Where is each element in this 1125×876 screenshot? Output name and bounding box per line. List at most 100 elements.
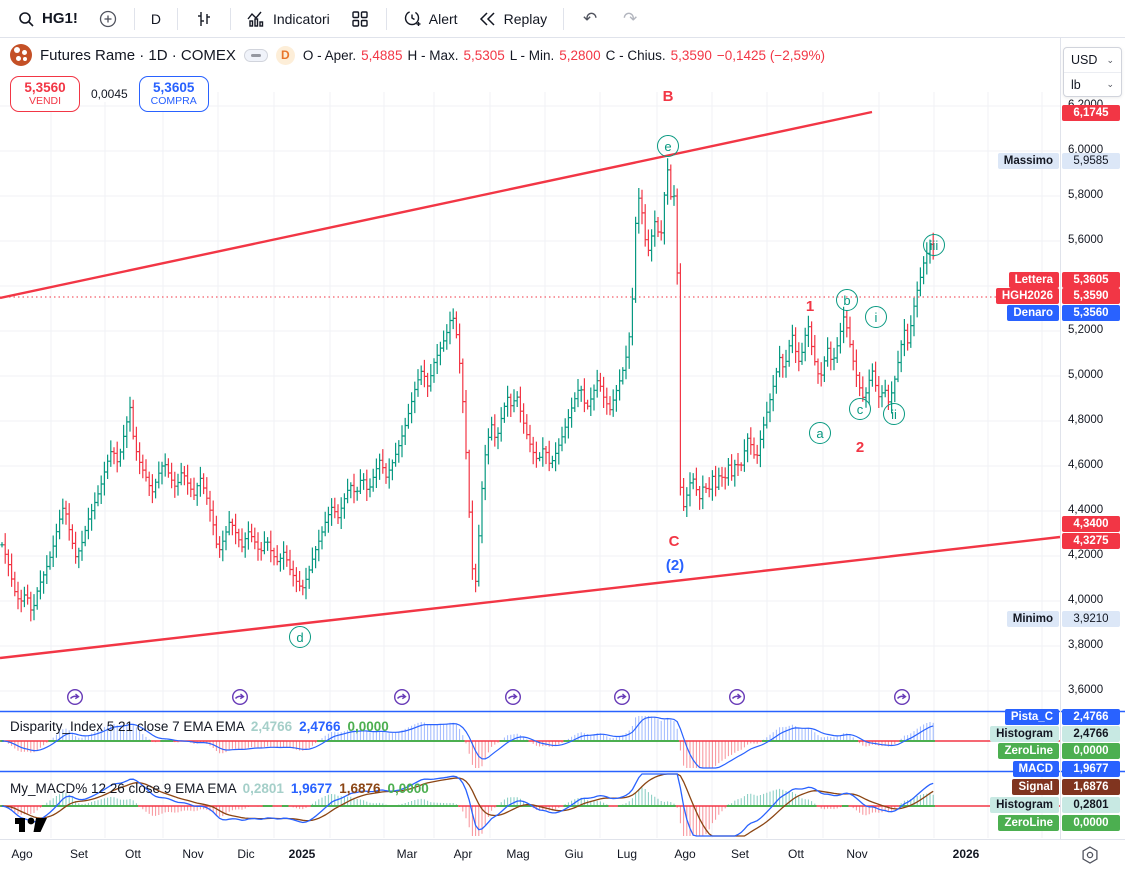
chart-style-button[interactable] (186, 5, 222, 33)
indicator-value: 1,6876 (339, 781, 381, 796)
chevron-down-icon: ⌄ (1106, 54, 1114, 65)
search-icon (16, 9, 36, 29)
price-line-label: ZeroLine (998, 815, 1059, 831)
copper-symbol-logo (10, 44, 32, 66)
replay-button[interactable]: Replay (470, 5, 556, 33)
wave-label-(2): (2) (665, 557, 685, 574)
indicators-icon (247, 9, 267, 29)
price-tick: 4,6000 (1068, 459, 1104, 471)
tradingview-logo[interactable] (14, 810, 50, 841)
toolbar-separator (133, 7, 135, 30)
time-label-2025: 2025 (288, 847, 316, 861)
price-tick: 5,2000 (1068, 324, 1104, 336)
time-label-Nov: Nov (182, 847, 204, 861)
layout-button[interactable] (342, 5, 378, 33)
price-badge: 3,9210 (1062, 611, 1120, 627)
contract-rollover-icon[interactable] (893, 688, 911, 706)
change-value: −0,1425 (−2,59%) (716, 47, 825, 63)
price-tick: 4,8000 (1068, 414, 1104, 426)
top-toolbar: HG1! D Indicatori (0, 0, 1125, 38)
trade-buttons: 5,3560 VENDI 0,0045 5,3605 COMPRA (10, 76, 209, 112)
price-tick: 3,6000 (1068, 684, 1104, 696)
indicator1-title-row[interactable]: Disparity_Index 5 21 close 7 EMA EMA 2,4… (10, 719, 396, 734)
price-line-label: Minimo (1006, 611, 1059, 627)
currency-dropdown[interactable]: USD ⌄ (1064, 48, 1121, 72)
price-badge: 5,3560 (1062, 305, 1120, 321)
price-badge: 5,3605 (1062, 272, 1120, 288)
time-label-Ago: Ago (11, 847, 33, 861)
symbol-search-button[interactable]: HG1! (8, 5, 86, 33)
unit-dropdown[interactable]: lb ⌄ (1064, 72, 1121, 96)
alert-clock-icon (403, 9, 423, 29)
price-line-label: Pista_C (1004, 709, 1059, 725)
contract-rollover-icon[interactable] (613, 688, 631, 706)
undo-button[interactable]: ↶ (572, 5, 608, 33)
price-tick: 5,0000 (1068, 369, 1104, 381)
indicator-value: 0,0000 (347, 719, 389, 734)
contract-rollover-icon[interactable] (66, 688, 84, 706)
price-badge: 4,3400 (1062, 516, 1120, 532)
redo-button[interactable]: ↷ (612, 5, 648, 33)
indicators-label: Indicatori (272, 10, 330, 27)
contract-rollover-icon[interactable] (728, 688, 746, 706)
wave-label-ii: ii (883, 403, 905, 425)
contract-rollover-icon[interactable] (504, 688, 522, 706)
price-badge: 0,0000 (1062, 815, 1120, 831)
ohlc-values: O - Aper. 5,4885 H - Max. 5,5305 L - Min… (303, 48, 825, 63)
wave-label-e: e (657, 135, 679, 157)
chart-title[interactable]: Futures Rame · 1D · COMEX (40, 46, 236, 64)
contract-rollover-icon[interactable] (231, 688, 249, 706)
time-label-Set: Set (69, 847, 89, 861)
low-value: 5,2800 (559, 47, 601, 63)
indicator2-title: My_MACD% 12 26 close 9 EMA EMA (10, 781, 237, 796)
alert-button[interactable]: Alert (395, 5, 466, 33)
time-label-Set: Set (730, 847, 750, 861)
symbol-label: HG1! (42, 10, 78, 27)
indicator-value: 0,0000 (387, 781, 429, 796)
price-badge: 5,3590 (1062, 288, 1120, 304)
price-badge: 1,6876 (1062, 779, 1120, 795)
interval-label: D (150, 10, 161, 27)
wave-label-b: b (836, 289, 858, 311)
price-line-label: Lettera (1008, 272, 1059, 288)
price-badge: 6,1745 (1062, 105, 1120, 121)
indicator-value: 1,9677 (290, 781, 333, 796)
time-label-2026: 2026 (952, 847, 980, 861)
sell-label: VENDI (28, 94, 62, 107)
time-axis[interactable]: Ago Set Ott Nov Dic 2025 Mar Apr Mag Giu Lug Ago Set… (0, 839, 1125, 876)
price-line-label: MACD (1012, 761, 1059, 777)
contract-rollover-icon[interactable] (393, 688, 411, 706)
buy-button[interactable]: 5,3605 COMPRA (138, 76, 209, 112)
wave-label-1: 1 (805, 298, 815, 315)
price-tick: 4,0000 (1068, 594, 1104, 606)
sell-button[interactable]: 5,3560 VENDI (10, 76, 80, 112)
low-label: L - Min. (509, 47, 555, 63)
wave-label-d: d (289, 626, 311, 648)
indicator-value: 2,4766 (299, 719, 341, 734)
wave-label-C: C (668, 533, 680, 550)
wave-label-2: 2 (855, 439, 865, 456)
price-badge: 2,4766 (1062, 726, 1120, 742)
indicator1-values: 2,4766 2,4766 0,0000 (251, 719, 396, 734)
wave-label-B: B (662, 88, 674, 105)
interval-button[interactable]: D (143, 7, 169, 31)
visibility-pill[interactable] (243, 48, 268, 62)
compare-add-button[interactable] (90, 5, 126, 33)
time-label-Nov: Nov (846, 847, 868, 861)
wave-label-a: a (809, 422, 831, 444)
time-label-Giu: Giu (564, 847, 584, 861)
price-badge: 2,4766 (1062, 709, 1120, 725)
toolbar-separator (385, 7, 387, 30)
indicator2-title-row[interactable]: My_MACD% 12 26 close 9 EMA EMA 0,2801 1,9… (10, 781, 436, 796)
indicator-value: 0,2801 (242, 781, 284, 796)
layout-grid-icon (350, 9, 370, 29)
indicators-button[interactable]: Indicatori (239, 5, 338, 33)
indicator1-title: Disparity_Index 5 21 close 7 EMA EMA (10, 719, 245, 734)
price-tick: 3,8000 (1068, 639, 1104, 651)
redo-icon: ↷ (623, 8, 638, 28)
time-label-Ago: Ago (674, 847, 696, 861)
axis-settings-icon[interactable] (1080, 845, 1100, 870)
close-value: 5,3590 (670, 47, 712, 63)
price-line-label: Histogram (990, 726, 1059, 742)
